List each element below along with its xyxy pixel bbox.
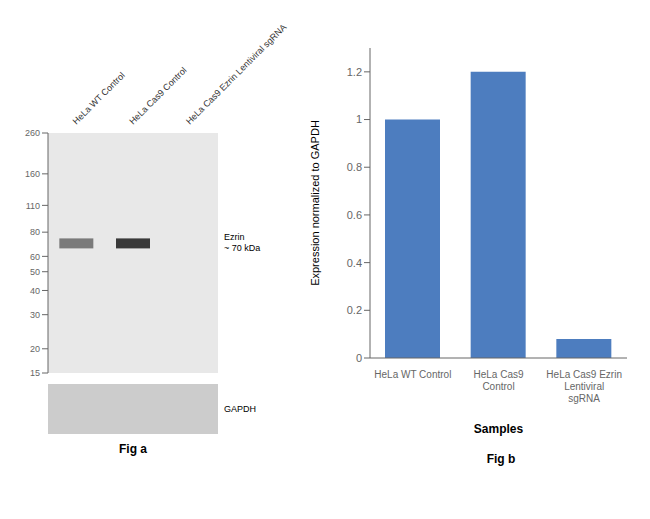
svg-text:110: 110 [26,201,40,211]
svg-text:HeLa Cas9 Ezrin Lentiviral sgR: HeLa Cas9 Ezrin Lentiviral sgRNA [184,22,288,126]
svg-text:160: 160 [25,169,40,179]
svg-text:HeLa WT Control: HeLa WT Control [374,369,451,380]
svg-text:HeLa Cas9 EzrinLentiviralsgRNA: HeLa Cas9 EzrinLentiviralsgRNA [546,369,622,404]
svg-text:15: 15 [30,368,40,378]
html-text:Fig b: Fig b [486,452,516,466]
svg-text:1.2: 1.2 [347,66,362,78]
svg-text:0.2: 0.2 [347,304,362,316]
svg-text:30: 30 [30,310,40,320]
svg-text:60: 60 [30,252,40,262]
svg-text:50: 50 [30,267,40,277]
svg-text:HeLa WT Control: HeLa WT Control [71,70,127,126]
svg-text:Expression normalized to GAPDH: Expression normalized to GAPDH [309,120,321,286]
svg-text:20: 20 [30,344,40,354]
svg-text:HeLa Cas9Control: HeLa Cas9Control [473,369,523,392]
svg-text:Ezrin~ 70 kDa: Ezrin~ 70 kDa [224,232,260,253]
svg-text:0.8: 0.8 [347,161,362,173]
svg-text:HeLa Cas9 Control: HeLa Cas9 Control [127,65,188,126]
svg-text:Samples: Samples [474,422,524,436]
svg-text:0.6: 0.6 [347,209,362,221]
svg-text:1: 1 [356,113,362,125]
svg-text:260: 260 [25,128,40,138]
html-text:GAPDH: GAPDH [224,404,256,414]
svg-text:0.4: 0.4 [347,257,362,269]
html-text:Fig a: Fig a [119,442,147,456]
svg-text:80: 80 [30,227,40,237]
svg-text:40: 40 [30,286,40,296]
svg-text:0: 0 [356,352,362,364]
